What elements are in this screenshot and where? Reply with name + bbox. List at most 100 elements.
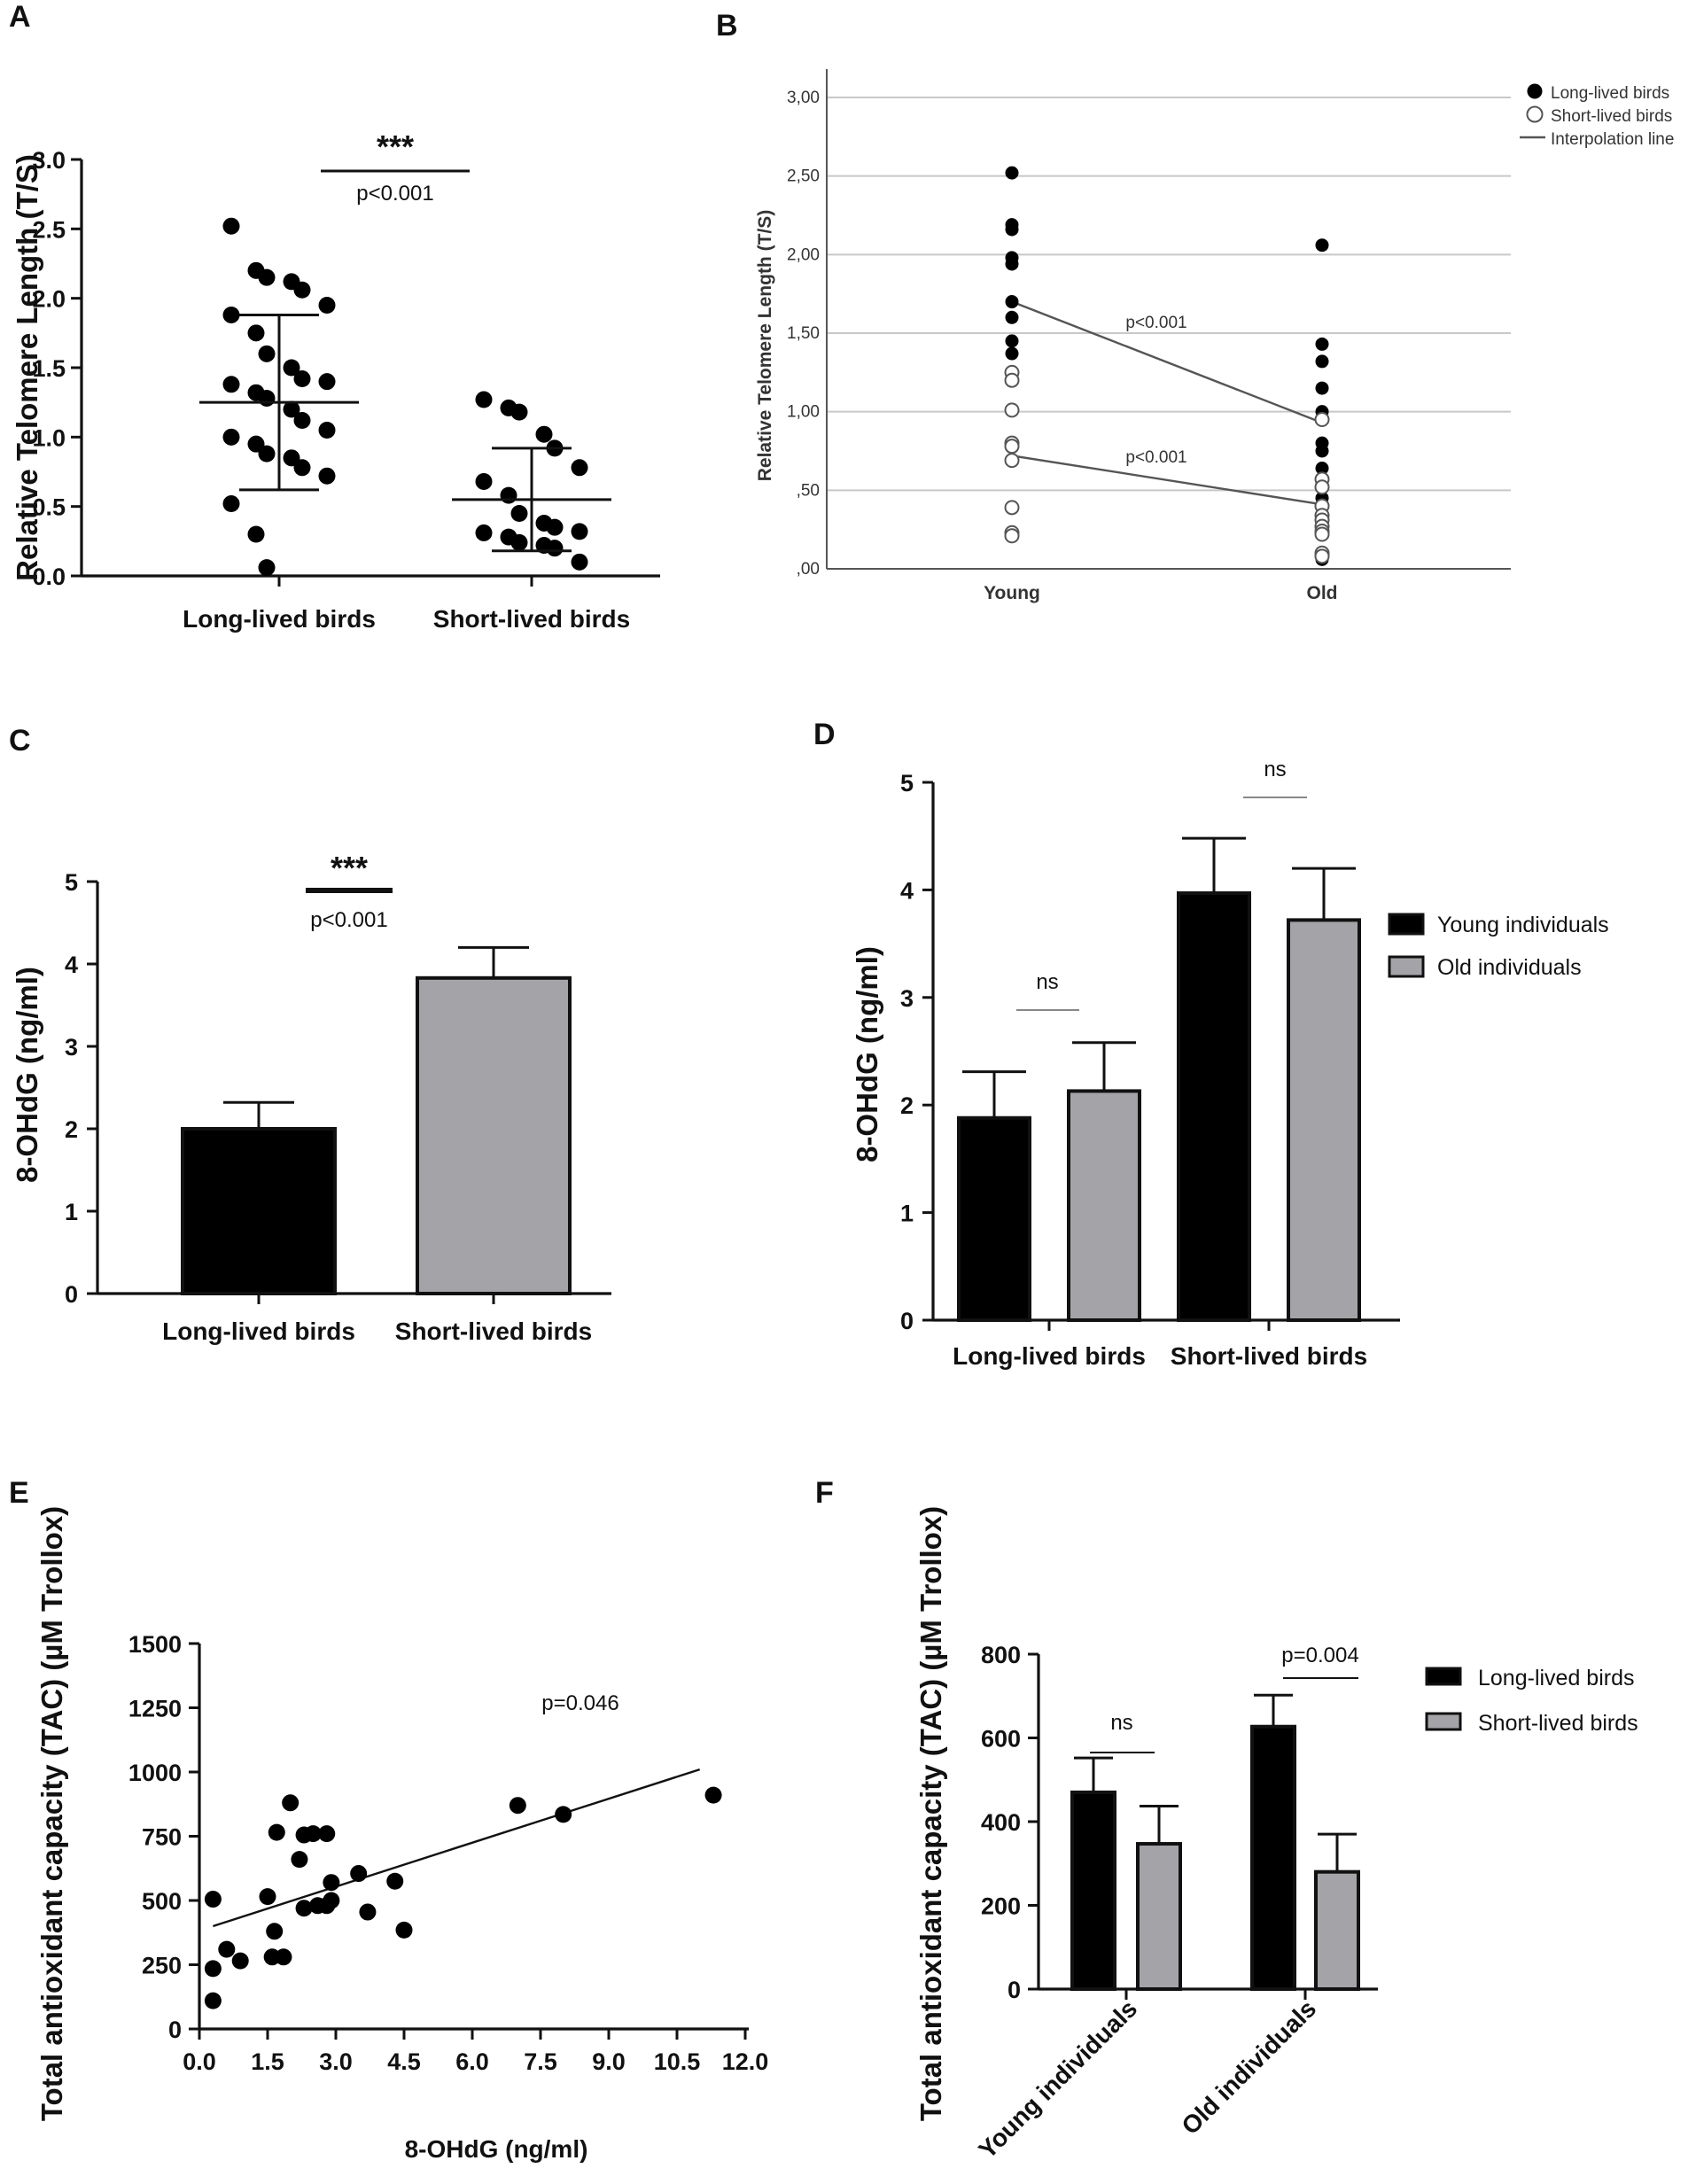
y-tick-label: 3,00 [787, 89, 820, 107]
y-tick-label: 2 [900, 1092, 914, 1119]
chart-d: 0 1 2 3 4 5 Long-lived birds Short-lived birds 8… [851, 758, 1609, 1370]
data-point [258, 559, 276, 577]
y-tick-label: 500 [142, 1888, 182, 1915]
y-tick-label: 2,50 [787, 167, 820, 186]
data-point [291, 1851, 308, 1869]
data-point [386, 1872, 404, 1890]
legend-label: Short-lived birds [1551, 107, 1672, 126]
data-point [546, 540, 564, 557]
y-tick-label: 0 [900, 1308, 914, 1334]
chart-f: 0 200 400 600 800 Young individuals Old indivi… [914, 1506, 1638, 2164]
legend-marker-long [1527, 83, 1543, 99]
x-tick-label: 4.5 [387, 2048, 421, 2075]
data-point [1005, 334, 1019, 348]
data-point [318, 422, 336, 439]
x-tick-label: 10.5 [654, 2048, 701, 2075]
x-tick-label: 0.0 [183, 2048, 216, 2075]
x-tick-label: 7.5 [524, 2048, 557, 2075]
data-point [1315, 444, 1329, 458]
data-point [268, 1823, 285, 1841]
p-value-label: p<0.001 [356, 182, 433, 206]
x-tick-label: 1.5 [251, 2048, 284, 2075]
data-point [509, 1797, 526, 1815]
bar [957, 1115, 1031, 1322]
y-tick-label: 5 [900, 770, 914, 797]
data-point [258, 268, 276, 286]
ns-label: ns [1036, 970, 1058, 994]
data-point [222, 376, 240, 393]
data-point [350, 1865, 368, 1883]
data-point [1005, 310, 1019, 324]
data-point [395, 1921, 413, 1939]
data-point [204, 1891, 222, 1908]
y-tick-label: ,50 [797, 481, 820, 500]
bar [1287, 918, 1361, 1322]
data-point [283, 400, 300, 418]
data-point [571, 553, 588, 571]
data-point [293, 281, 311, 299]
y-tick-label: 1,00 [787, 403, 820, 422]
y-tick-label: 2 [65, 1116, 78, 1143]
chart-a: 0.0 0.5 1.0 1.5 2.0 2.5 3.0 Long-lived birds Sho… [11, 128, 660, 633]
p-value-label: p=0.046 [541, 1691, 618, 1715]
data-point [1004, 402, 1020, 418]
data-point [1004, 500, 1020, 516]
legend-label: Long-lived birds [1551, 84, 1669, 103]
chart-c: 0 1 2 3 4 5 Long-lived birds Short-lived birds 8… [11, 850, 611, 1345]
y-tick-label: 3 [65, 1034, 78, 1061]
legend-label: Short-lived birds [1478, 1711, 1638, 1736]
y-tick-label: 5 [65, 869, 78, 896]
legend-swatch-short [1425, 1712, 1462, 1731]
data-point [293, 370, 311, 388]
data-point [275, 1948, 292, 1966]
data-point [247, 435, 265, 453]
y-tick-label: 4 [900, 877, 914, 904]
data-point [304, 1825, 322, 1843]
data-point [704, 1786, 722, 1804]
interpolation-line [1011, 455, 1323, 506]
data-point [318, 297, 336, 314]
y-axis-label: 8-OHdG (ng/ml) [851, 946, 883, 1162]
chart-e: 0 250 500 750 1000 1250 1500 0.0 1.5 3.0 4.5 6.0 7.5… [35, 1506, 768, 2163]
x-tick-label: Young [984, 583, 1040, 603]
y-tick-label: 3 [900, 985, 914, 1012]
data-point [1314, 412, 1330, 428]
y-axis-label: Relative Telomere Length (T/S) [11, 154, 43, 581]
data-point [293, 412, 311, 430]
data-point [1005, 346, 1019, 361]
bar [1136, 1842, 1182, 1991]
y-tick-label: 2,00 [787, 245, 820, 264]
data-point [231, 1952, 249, 1970]
significance-stars: *** [331, 850, 368, 886]
data-point [247, 525, 265, 543]
x-tick-label: Long-lived birds [162, 1317, 355, 1345]
p-value-label: p<0.001 [1125, 448, 1186, 467]
y-axis-label: Total antioxidant capacity (TAC) (µM Tro… [35, 1506, 68, 2121]
data-point [295, 1900, 313, 1917]
data-point [1005, 295, 1019, 309]
y-tick-label: 1.5 [32, 355, 66, 382]
x-tick-label: Long-lived birds [953, 1342, 1146, 1370]
data-point [475, 472, 493, 490]
data-point [283, 449, 300, 467]
legend-label: Long-lived birds [1478, 1666, 1635, 1690]
data-point [1004, 439, 1020, 455]
y-tick-label: 1.0 [32, 424, 66, 451]
data-point [555, 1806, 572, 1823]
y-tick-label: 1 [900, 1201, 914, 1227]
y-tick-label: ,00 [797, 560, 820, 579]
data-point [1315, 337, 1329, 351]
y-tick-label: 3.0 [32, 147, 66, 174]
y-tick-label: 1250 [128, 1696, 182, 1722]
y-tick-label: 400 [981, 1809, 1021, 1836]
data-point [259, 1888, 276, 1906]
data-point [318, 467, 336, 485]
data-point [204, 1960, 222, 1978]
data-point [1315, 238, 1329, 253]
bar [181, 1127, 337, 1295]
y-tick-label: 4 [65, 952, 78, 978]
data-point [546, 518, 564, 536]
x-tick-label: Long-lived birds [183, 605, 376, 633]
p-value-label: p<0.001 [310, 908, 387, 932]
panel-letter-e: E [9, 1476, 29, 1510]
